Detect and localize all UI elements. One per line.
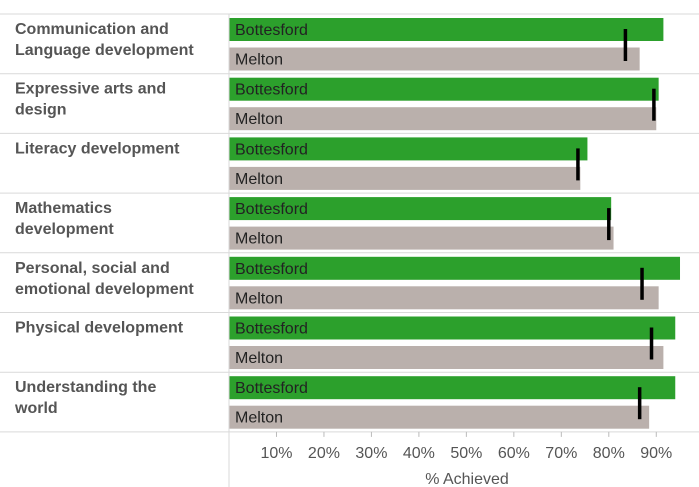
category-label-line: Expressive arts and [15,81,166,98]
bar-label: Melton [235,111,283,128]
category-label-line: Literacy development [15,140,180,157]
bar-label: Bottesford [235,321,308,338]
category-label: Literacy development [15,140,180,157]
category-label: Expressive arts and design [15,81,166,119]
x-tick-label: 80% [593,445,625,462]
category-row: Understanding the world Bottesford Melton [14,376,676,429]
category-label-line: world [14,400,58,417]
category-row: Personal, social and emotional developmen… [15,256,681,310]
bar-label: Bottesford [235,380,308,397]
category-row: Physical development Bottesford Melton [15,316,676,369]
x-axis-title: % Achieved [425,471,509,487]
category-label-line: Language development [15,42,194,59]
bar-melton [229,346,664,369]
bar-label: Bottesford [235,261,308,278]
category-label-line: Mathematics [15,200,112,217]
category-label: Mathematics development [15,200,114,238]
category-label-line: Physical development [15,320,184,337]
bar-label: Melton [235,52,283,69]
bar-bottesford [229,316,676,340]
chart-rows: Communication and Language development Bot… [0,13,699,433]
bar-label: Melton [235,350,283,367]
bar-melton [229,405,650,429]
bar-melton [229,226,614,250]
x-tick-label: 90% [640,445,672,462]
category-label-line: emotional development [15,281,194,298]
category-label: Understanding the world [14,379,156,417]
bar-bottesford [229,376,676,400]
bar-melton [229,166,581,190]
bar-melton [229,107,657,131]
bar-label: Bottesford [235,141,308,158]
bar-label: Melton [235,171,283,188]
category-label-line: design [15,102,67,119]
category-row: Communication and Language development Bot… [15,18,664,71]
x-tick-label: 10% [260,445,292,462]
bar-label: Melton [235,290,283,307]
category-label-line: development [15,221,114,238]
category-label-line: Communication and [15,21,169,38]
bar-label: Bottesford [235,201,308,218]
bar-label: Bottesford [235,82,308,99]
x-tick-label: 20% [308,445,340,462]
category-label: Physical development [15,320,184,337]
category-row: Expressive arts and design Bottesford Melto… [15,77,659,131]
x-axis: 10% 20% 30% 40% 50% 60% 70% 80% 90% [228,14,672,487]
x-tick-label: 70% [545,445,577,462]
category-label: Personal, social and emotional developmen… [15,260,194,298]
bar-melton [229,286,659,310]
bar-bottesford [229,197,612,221]
category-row: Mathematics development Bottesford Melton [15,197,614,250]
bar-label: Bottesford [235,22,308,39]
x-tick-label: 60% [498,445,530,462]
bar-bottesford [229,256,681,280]
bar-bottesford [229,137,588,161]
x-tick-label: 40% [403,445,435,462]
bar-label: Melton [235,410,283,427]
bar-bottesford [229,77,659,101]
category-label-line: Personal, social and [15,260,170,277]
category-label: Communication and Language development [15,21,194,59]
bar-melton [229,47,640,71]
bar-bottesford [229,18,664,41]
category-label-line: Understanding the [15,379,156,396]
bar-label: Melton [235,231,283,248]
category-row: Literacy development Bottesford Melton [15,137,588,190]
x-tick-label: 30% [355,445,387,462]
x-tick-label: 50% [450,445,482,462]
